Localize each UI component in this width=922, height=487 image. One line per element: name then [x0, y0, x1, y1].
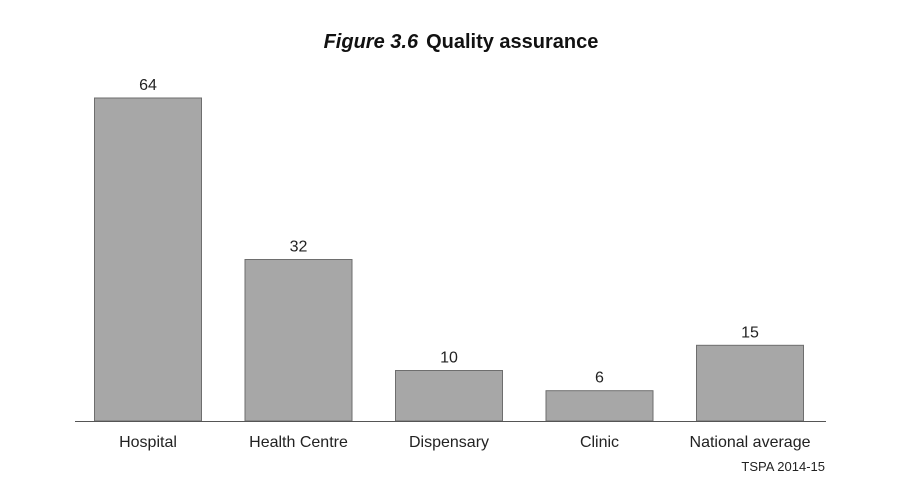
chart-title: Figure 3.6 Quality assurance [0, 31, 922, 54]
value-label: 6 [595, 370, 604, 387]
figure-number: Figure 3.6 [323, 31, 419, 53]
source-note: TSPA 2014-15 [741, 459, 825, 474]
bar-clinic [545, 390, 654, 422]
chart-title-text: Quality assurance [426, 31, 599, 53]
category-label: Health Centre [249, 434, 348, 451]
bar-health-centre [244, 259, 353, 422]
category-label: Clinic [580, 434, 619, 451]
category-label: Hospital [119, 434, 177, 451]
value-label: 15 [741, 324, 759, 341]
value-label: 32 [290, 239, 308, 256]
value-label: 64 [139, 77, 157, 94]
category-label: Dispensary [409, 434, 489, 451]
bar-hospital [94, 97, 202, 422]
category-label: National average [690, 434, 811, 451]
bar-dispensary [395, 370, 503, 422]
bar-national-average [696, 344, 804, 422]
value-label: 10 [440, 350, 458, 367]
